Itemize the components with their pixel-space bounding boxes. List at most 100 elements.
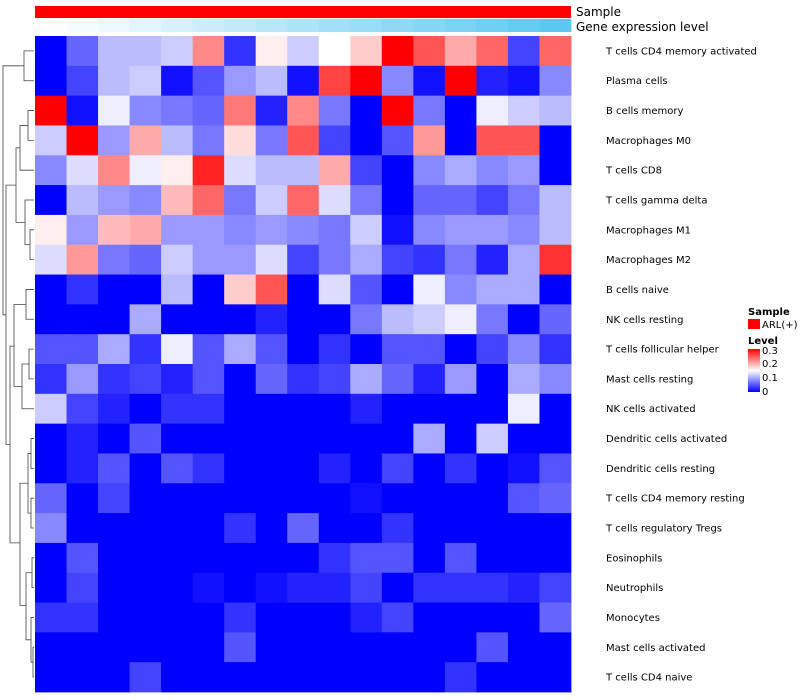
heatmap-cell <box>224 364 257 395</box>
heatmap-cell <box>444 36 477 67</box>
heatmap-cell <box>476 423 509 454</box>
heatmap-cell <box>476 513 509 544</box>
heatmap-cell <box>255 185 288 216</box>
heatmap-cell <box>476 453 509 484</box>
heatmap-cell <box>381 125 414 156</box>
heatmap-cell <box>66 155 99 186</box>
heatmap-cell <box>350 483 383 514</box>
dendrogram-branch <box>32 646 34 678</box>
heatmap-cell <box>192 453 225 484</box>
heatmap-cell <box>350 393 383 425</box>
dendrogram-branch <box>5 184 16 445</box>
heatmap-cell <box>161 274 194 305</box>
heatmap-cell <box>444 602 477 633</box>
heatmap-cell <box>129 602 162 633</box>
row-label: T cells gamma delta <box>605 196 707 207</box>
heatmap-cell <box>35 513 67 544</box>
heatmap-cell <box>413 125 446 156</box>
heatmap-cell <box>318 364 351 395</box>
heatmap-cell <box>318 36 351 67</box>
heatmap-cell <box>413 513 446 544</box>
row-label: NK cells activated <box>606 404 696 415</box>
expression-annotation-cell <box>35 19 67 32</box>
heatmap-cell <box>287 274 320 305</box>
heatmap-cell <box>381 274 414 305</box>
heatmap-cell <box>255 632 288 663</box>
heatmap-cell <box>318 572 351 603</box>
legend-level-tick: 0.1 <box>762 373 778 384</box>
heatmap-cell <box>255 334 288 365</box>
heatmap-cell <box>224 453 257 484</box>
heatmap-cell <box>66 662 99 693</box>
heatmap-cell <box>35 602 67 633</box>
heatmap-cell <box>381 334 414 365</box>
row-label: Plasma cells <box>606 76 668 87</box>
dendrogram-branch <box>30 617 34 663</box>
expression-annotation-cell <box>161 19 194 32</box>
heatmap-cell <box>287 304 320 335</box>
heatmap-cell <box>539 185 572 216</box>
heatmap-cell <box>98 483 130 514</box>
heatmap-cell <box>287 662 320 693</box>
heatmap-cell <box>35 542 67 574</box>
legend-sample-entry: ARL(+) <box>762 320 798 331</box>
heatmap-cell <box>413 36 446 67</box>
heatmap-cell <box>129 542 162 574</box>
heatmap-cell <box>35 662 67 693</box>
heatmap-cell <box>507 36 540 67</box>
heatmap-cell <box>255 65 288 97</box>
heatmap-cell <box>318 662 351 693</box>
heatmap-cell <box>318 65 351 97</box>
heatmap-cell <box>192 155 225 186</box>
heatmap-cell <box>413 185 446 216</box>
heatmap-cell <box>318 125 351 156</box>
heatmap-cell <box>381 483 414 514</box>
heatmap-cell <box>507 453 540 484</box>
heatmap-cell <box>35 214 67 246</box>
row-label: T cells CD4 memory activated <box>605 46 757 57</box>
heatmap-cell <box>539 36 572 67</box>
heatmap-cell <box>476 542 509 574</box>
heatmap-cell <box>381 602 414 633</box>
heatmap-cell <box>413 453 446 484</box>
heatmap-cell <box>129 244 162 275</box>
heatmap-cell <box>507 602 540 633</box>
heatmap-cell <box>381 662 414 693</box>
heatmap-cell <box>539 513 572 544</box>
heatmap-cell <box>507 393 540 425</box>
heatmap-cell <box>66 36 99 67</box>
dendrogram-branch <box>2 65 24 316</box>
heatmap-cell <box>192 662 225 693</box>
heatmap-cell <box>507 304 540 335</box>
heatmap-cell <box>98 244 130 275</box>
heatmap-cell <box>507 542 540 574</box>
heatmap-cell <box>224 513 257 544</box>
dendrogram-branch <box>9 345 20 544</box>
heatmap-cell <box>444 65 477 97</box>
heatmap-cell <box>192 632 225 663</box>
heatmap-cell <box>287 602 320 633</box>
dendrogram-branch <box>19 482 28 606</box>
heatmap-cell <box>161 542 194 574</box>
heatmap-cell <box>255 662 288 693</box>
heatmap-cell <box>444 304 477 335</box>
heatmap-cell <box>255 602 288 633</box>
heatmap-cell <box>539 572 572 603</box>
row-label: NK cells resting <box>606 315 683 326</box>
heatmap-cell <box>66 393 99 425</box>
heatmap-cell <box>381 214 414 246</box>
heatmap-cell <box>161 304 194 335</box>
heatmap-cell <box>161 334 194 365</box>
dendrogram-branch <box>27 110 34 141</box>
heatmap-cell <box>192 334 225 365</box>
heatmap-cell <box>287 632 320 663</box>
heatmap-cell <box>35 65 67 97</box>
heatmap-cell <box>192 513 225 544</box>
heatmap-cell <box>35 483 67 514</box>
heatmap-cell <box>413 572 446 603</box>
heatmap-cell <box>192 364 225 395</box>
heatmap-cell <box>224 125 257 156</box>
expression-annotation-cell <box>476 19 509 32</box>
heatmap-cell <box>224 602 257 633</box>
